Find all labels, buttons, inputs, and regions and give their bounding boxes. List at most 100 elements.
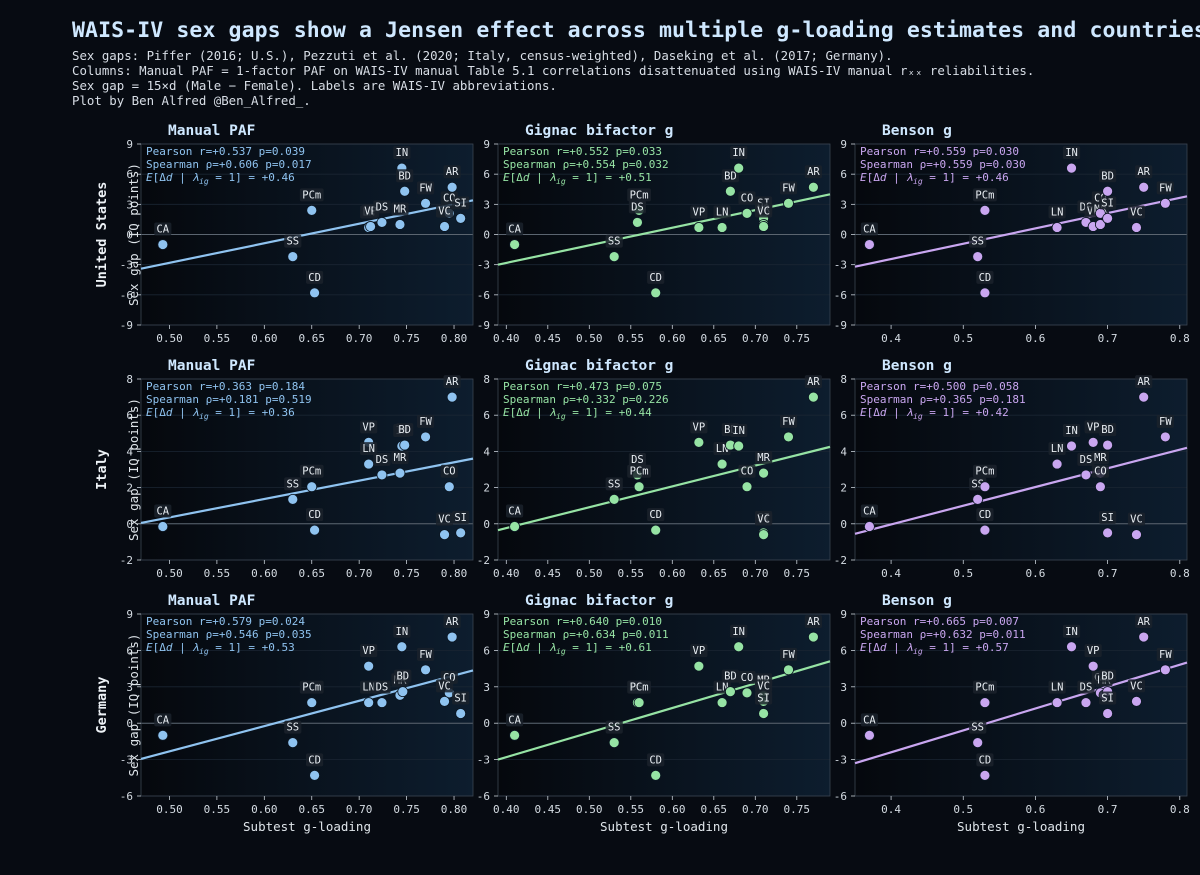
point-label-FW: FW xyxy=(782,416,795,428)
x-tick-label: 0.40 xyxy=(493,567,520,580)
point-label-bg xyxy=(1084,420,1102,434)
point-PCm xyxy=(633,697,645,708)
x-tick-label: 0.6 xyxy=(1025,567,1045,580)
y-tick-label: 0 xyxy=(126,518,133,531)
point-label-bg xyxy=(730,146,748,160)
point-label-bg xyxy=(416,181,435,195)
point-PCm xyxy=(306,481,318,493)
y-tick-label: 0 xyxy=(126,717,133,730)
point-label-bg xyxy=(804,165,822,179)
point-VP xyxy=(365,221,376,232)
point-label-DS: DS xyxy=(376,201,389,213)
x-tick-label: 0.65 xyxy=(701,803,728,816)
point-LN xyxy=(363,697,375,708)
point-label-DS: DS xyxy=(1080,682,1093,694)
x-tick-label: 0.65 xyxy=(298,332,325,345)
x-tick-label: 0.45 xyxy=(535,567,562,580)
point-BD xyxy=(399,439,411,451)
point-label-SI: SI xyxy=(454,197,467,209)
point-label-AR: AR xyxy=(446,376,459,388)
y-tick-label: 3 xyxy=(126,198,133,211)
point-FW xyxy=(420,197,431,209)
point-BD xyxy=(399,185,411,197)
point-label-SI: SI xyxy=(454,692,467,704)
point-label-bg xyxy=(738,670,756,684)
point-label-IN: IN xyxy=(1065,626,1078,638)
point-label-CD: CD xyxy=(308,509,321,521)
point-SI xyxy=(455,708,467,719)
point-IN xyxy=(1066,641,1077,653)
point-label-FW: FW xyxy=(1159,416,1172,428)
point-label-AR: AR xyxy=(1137,166,1150,178)
point-label-VP: VP xyxy=(1087,421,1100,433)
point-label-DS: DS xyxy=(631,201,644,213)
fit-line xyxy=(140,199,474,270)
y-tick-label: 6 xyxy=(840,409,847,422)
y-tick-label: 6 xyxy=(126,409,133,422)
point-label-bg xyxy=(305,753,324,767)
point-label-CD: CD xyxy=(649,272,662,284)
point-label-bg xyxy=(738,191,756,205)
point-label-AR: AR xyxy=(807,376,820,388)
point-label-bg xyxy=(360,680,378,694)
point-SI xyxy=(758,708,769,719)
point-label-PCm: PCm xyxy=(975,189,994,201)
point-label-CA: CA xyxy=(508,224,521,236)
point-label-FW: FW xyxy=(1159,649,1172,661)
point-label-bg xyxy=(1084,644,1102,658)
x-tick-label: 0.5 xyxy=(953,332,973,345)
pearson-stat: Pearson r=+0.579 p=0.024 xyxy=(146,615,305,628)
point-SS xyxy=(287,737,299,749)
point-label-bg xyxy=(976,508,994,522)
point-label-bg xyxy=(452,196,470,210)
fit-line xyxy=(497,660,831,761)
x-tick-label: 0.5 xyxy=(953,803,973,816)
y-tick-label: 4 xyxy=(126,445,133,458)
point-SS xyxy=(608,493,620,505)
point-label-SS: SS xyxy=(286,478,299,490)
panel-1-1: -2 0 2 4 6 8 0.40 0.45 0.50 0.55 0.60 0.65 0.70 0.75 G… xyxy=(477,358,831,580)
point-label-PCm: PCm xyxy=(302,466,321,478)
expected-effect-stat: E[Δd | λig = 1] = +0.36 xyxy=(146,406,295,421)
x-tick-label: 0.70 xyxy=(346,567,373,580)
point-label-BD: BD xyxy=(396,671,409,683)
point-label-bg xyxy=(755,451,773,465)
point-MR xyxy=(1094,219,1106,230)
point-VC xyxy=(439,695,450,707)
point-AR xyxy=(808,631,819,643)
point-label-CO: CO xyxy=(741,192,754,204)
point-label-CD: CD xyxy=(979,509,992,521)
point-SS xyxy=(608,737,620,749)
point-label-bg xyxy=(1127,205,1146,219)
point-FW xyxy=(783,664,794,676)
point-VP xyxy=(693,436,705,448)
x-tick-label: 0.40 xyxy=(493,332,520,345)
point-label-SI: SI xyxy=(454,512,467,524)
point-CD xyxy=(309,287,320,299)
point-label-AR: AR xyxy=(1137,376,1150,388)
point-label-bg xyxy=(647,508,665,522)
point-SI xyxy=(455,213,467,224)
point-label-bg xyxy=(393,624,411,638)
point-label-SI: SI xyxy=(1101,197,1114,209)
point-label-bg xyxy=(969,234,987,248)
axes-frame xyxy=(854,613,1188,797)
point-label-DS: DS xyxy=(1080,454,1093,466)
point-label-FW: FW xyxy=(782,649,795,661)
panel-0-2: -9 -6 -3 0 3 6 9 0.4 0.5 0.6 0.7 0.8 Benson g CA SS PCm… xyxy=(834,123,1190,345)
point-BD xyxy=(725,686,736,698)
point-CA xyxy=(157,239,169,250)
point-LN xyxy=(1051,222,1063,233)
point-label-bg xyxy=(1156,647,1174,661)
point-label-BD: BD xyxy=(1101,424,1114,436)
point-FW xyxy=(1159,664,1171,676)
x-axis-label: Subtest g-loading xyxy=(243,819,371,834)
point-label-bg xyxy=(860,713,879,727)
point-BD xyxy=(725,185,736,197)
row-label: Germany xyxy=(94,677,110,734)
point-label-FW: FW xyxy=(1159,182,1172,194)
x-tick-label: 0.50 xyxy=(576,567,603,580)
point-label-bg xyxy=(779,181,798,195)
point-VC xyxy=(1131,529,1142,541)
y-tick-label: 9 xyxy=(483,608,490,621)
